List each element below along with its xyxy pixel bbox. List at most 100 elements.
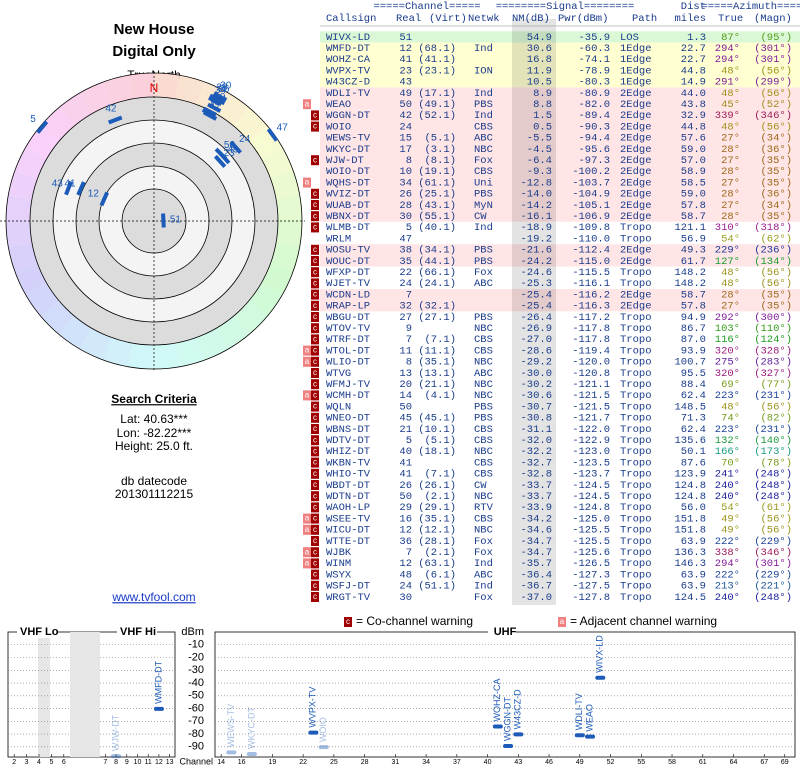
site-link[interactable]: www.tvfool.com xyxy=(111,590,195,604)
cell-callsign: WVIZ-DT xyxy=(326,189,370,201)
station-marker xyxy=(212,91,228,102)
row-background xyxy=(320,423,800,435)
cell-netwk: CBS xyxy=(474,166,493,178)
x-tick-label: 28 xyxy=(361,759,369,766)
warning-icon xyxy=(311,278,319,289)
warning-letter: c xyxy=(313,312,317,321)
cell-az-magn: (301°) xyxy=(754,558,792,570)
cell-path: Tropo xyxy=(620,547,652,559)
cell-virt: (43.1) xyxy=(418,200,456,212)
cell-az-true: 240° xyxy=(715,491,740,503)
signal-bar xyxy=(585,734,596,739)
row-background xyxy=(320,490,800,502)
cell-pwr: -116.1 xyxy=(572,278,610,290)
nm-cell xyxy=(512,31,556,43)
cell-dist: 86.7 xyxy=(681,323,706,335)
cell-dist: 56.0 xyxy=(681,502,706,514)
cell-pwr: -116.3 xyxy=(572,301,610,313)
row-background xyxy=(320,501,800,513)
x-tick-label: 16 xyxy=(238,759,246,766)
cell-callsign: WFXP-DT xyxy=(326,267,370,279)
signal-bar xyxy=(595,675,606,680)
cell-netwk: Fox xyxy=(474,547,493,559)
row-background xyxy=(320,401,800,413)
cell-az-magn: (52°) xyxy=(760,99,792,111)
nm-cell xyxy=(512,289,556,301)
cell-az-true: 310° xyxy=(715,222,740,234)
cell-az-true: 116° xyxy=(715,334,740,346)
cell-pwr: -126.5 xyxy=(572,558,610,570)
row-background xyxy=(320,65,800,77)
cell-az-true: 294° xyxy=(715,558,740,570)
row-background xyxy=(320,569,800,581)
row-background xyxy=(320,210,800,222)
cell-dist: 58.7 xyxy=(681,289,706,301)
cell-az-magn: (346°) xyxy=(754,110,792,122)
cell-az-true: 27° xyxy=(721,200,740,212)
warning-icon xyxy=(303,524,311,535)
cell-netwk: PBS xyxy=(474,413,493,425)
cell-path: Tropo xyxy=(620,345,652,357)
warning-icon xyxy=(311,468,319,479)
cell-nm: -30.0 xyxy=(520,368,552,380)
cell-nm: -9.3 xyxy=(527,166,552,178)
cell-az-true: 48° xyxy=(721,121,740,133)
warning-letter: c xyxy=(313,525,317,534)
cell-nm: -32.7 xyxy=(520,457,552,469)
column-header: NM(dB) xyxy=(512,13,550,25)
signal-callsign: WOIO xyxy=(318,717,328,742)
station-channel: 50 xyxy=(224,140,236,151)
warning-icon xyxy=(311,155,319,166)
cell-az-magn: (77°) xyxy=(760,379,792,391)
cell-az-true: 70° xyxy=(721,457,740,469)
cell-az-magn: (299°) xyxy=(754,77,792,89)
cell-real: 14 xyxy=(399,390,412,402)
cell-nm: -34.7 xyxy=(520,536,552,548)
cell-az-true: 275° xyxy=(715,357,740,369)
panel-title: VHF Hi xyxy=(120,626,156,638)
cell-az-magn: (301°) xyxy=(754,54,792,66)
warning-icon xyxy=(311,592,319,602)
cell-callsign: WRLM xyxy=(326,233,351,245)
row-background xyxy=(320,244,800,256)
cell-az-true: 54° xyxy=(721,233,740,245)
signal-callsign: WEAO xyxy=(584,704,594,732)
cell-virt: (51.1) xyxy=(418,581,456,593)
cell-nm: 16.8 xyxy=(527,54,552,66)
cell-az-magn: (318°) xyxy=(754,222,792,234)
warning-icon xyxy=(311,401,319,412)
cell-netwk: CW xyxy=(474,480,487,492)
cell-az-magn: (248°) xyxy=(754,480,792,492)
cell-netwk: NBC xyxy=(474,357,493,369)
cell-dist: 94.9 xyxy=(681,312,706,324)
cell-virt: (19.1) xyxy=(418,166,456,178)
cell-callsign: WDTN-DT xyxy=(326,491,370,503)
cell-pwr: -125.5 xyxy=(572,525,610,537)
cell-az-true: 48° xyxy=(721,278,740,290)
x-tick-label: 12 xyxy=(155,759,163,766)
cell-nm: -35.7 xyxy=(520,558,552,570)
cell-pwr: -97.3 xyxy=(578,155,610,167)
cell-az-true: 229° xyxy=(715,245,740,257)
cell-real: 43 xyxy=(399,77,412,89)
warning-letter: c xyxy=(313,323,317,332)
cell-az-magn: (56°) xyxy=(760,121,792,133)
signal-callsign: WOHZ-CA xyxy=(492,679,502,722)
row-background xyxy=(320,121,800,133)
cell-dist: 49.3 xyxy=(681,245,706,257)
cell-az-magn: (346°) xyxy=(754,547,792,559)
cell-pwr: -78.9 xyxy=(578,65,610,77)
cell-dist: 100.7 xyxy=(674,357,706,369)
cell-callsign: WSEE-TV xyxy=(326,513,371,525)
cell-pwr: -117.8 xyxy=(572,334,610,346)
cell-path: 2Edge xyxy=(620,211,652,223)
cell-path: 2Edge xyxy=(620,245,652,257)
warning-letter: c xyxy=(313,424,317,433)
station-channel: 26 xyxy=(218,84,230,95)
x-tick-label: 67 xyxy=(760,759,768,766)
cell-dist: 22.7 xyxy=(681,54,706,66)
cell-real: 28 xyxy=(399,200,412,212)
nm-cell xyxy=(512,367,556,379)
warning-icon xyxy=(311,256,319,266)
cell-pwr: -123.0 xyxy=(572,446,610,458)
